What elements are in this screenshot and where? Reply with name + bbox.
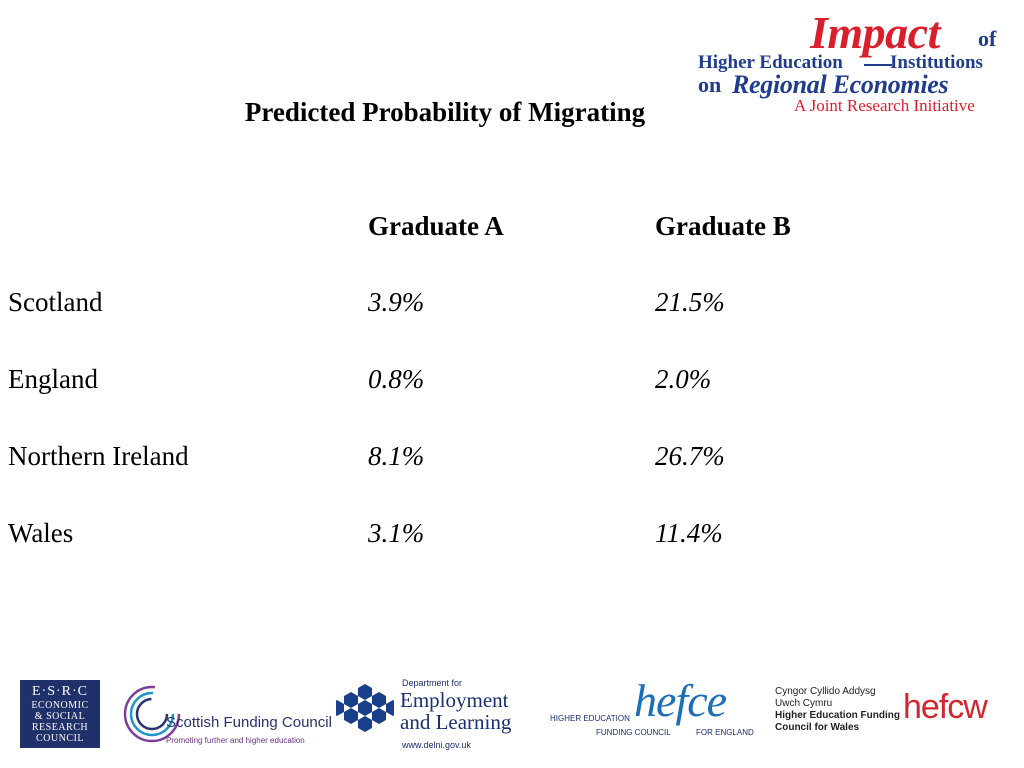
sfc-name: Scottish Funding Council xyxy=(166,714,332,731)
value-graduate-b: 26.7% xyxy=(655,441,725,471)
del-url: www.delni.gov.uk xyxy=(402,740,471,750)
impact-logo-tagline: A Joint Research Initiative xyxy=(794,96,975,115)
slide-title: Predicted Probability of Migrating xyxy=(244,97,646,127)
hefcw-line: Cyngor Cyllido Addysg xyxy=(775,686,876,697)
del-department: Department for xyxy=(402,678,463,688)
del-and-learning: and Learning xyxy=(400,710,512,734)
esrc-logo-line: RESEARCH xyxy=(31,722,89,733)
table-row: Northern Ireland 8.1% 26.7% xyxy=(0,441,1024,477)
employment-and-learning-logo: Department for Employment and Learning w… xyxy=(336,678,536,754)
hefce-wordmark: hefce xyxy=(634,675,727,726)
row-label: England xyxy=(8,364,98,394)
hefcw-line: Uwch Cymru xyxy=(775,698,833,709)
esrc-logo-line: COUNCIL xyxy=(36,733,84,744)
footer-logos: E·S·R·C ECONOMIC & SOCIAL RESEARCH COUNC… xyxy=(0,660,1024,760)
impact-logo-on: on xyxy=(698,72,722,97)
sfc-swirl-icon xyxy=(123,685,181,743)
impact-logo-of: of xyxy=(978,26,997,51)
del-employment: Employment xyxy=(400,688,509,712)
table-row: Scotland 3.9% 21.5% xyxy=(0,287,1024,323)
esrc-logo-line: E·S·R·C xyxy=(32,684,88,699)
column-header-graduate-b: Graduate B xyxy=(655,211,791,241)
scottish-funding-council-logo: Scottish Funding Council Promoting furth… xyxy=(122,678,332,748)
hexagon-cluster-icon xyxy=(336,684,394,732)
value-graduate-b: 11.4% xyxy=(655,518,723,548)
row-label: Northern Ireland xyxy=(8,441,189,471)
hefcw-wordmark: hefcw xyxy=(903,688,988,726)
esrc-logo-line: & SOCIAL xyxy=(34,711,86,722)
hefcw-line: Council for Wales xyxy=(775,722,860,733)
value-graduate-b: 2.0% xyxy=(655,364,712,394)
hefcw-logo: Cyngor Cyllido Addysg Uwch Cymru Higher … xyxy=(775,686,1015,746)
value-graduate-a: 3.9% xyxy=(368,287,425,317)
row-label: Wales xyxy=(8,518,74,548)
column-header-graduate-a: Graduate A xyxy=(368,211,504,241)
table-row: England 0.8% 2.0% xyxy=(0,364,1024,400)
row-label: Scotland xyxy=(8,287,103,317)
hefce-higher-education: HIGHER EDUCATION xyxy=(550,714,630,723)
table-row: Wales 3.1% 11.4% xyxy=(0,518,1024,554)
value-graduate-b: 21.5% xyxy=(655,287,725,317)
value-graduate-a: 8.1% xyxy=(368,441,425,471)
impact-logo-institutions: Institutions xyxy=(890,52,983,73)
impact-logo-word: Impact xyxy=(810,7,940,58)
hefce-for-england: FOR ENGLAND xyxy=(696,728,754,737)
hefce-logo: HIGHER EDUCATION hefce FUNDING COUNCIL F… xyxy=(550,675,754,750)
esrc-logo: E·S·R·C ECONOMIC & SOCIAL RESEARCH COUNC… xyxy=(20,680,100,748)
impact-logo-rule xyxy=(864,64,892,66)
value-graduate-a: 3.1% xyxy=(368,518,425,548)
hefce-funding-council: FUNDING COUNCIL xyxy=(596,728,671,737)
impact-logo: Impact of Higher Education Institutions … xyxy=(694,8,1010,118)
migration-table: Graduate A Graduate B Scotland 3.9% 21.5… xyxy=(0,211,1024,554)
value-graduate-a: 0.8% xyxy=(368,364,425,394)
esrc-logo-line: ECONOMIC xyxy=(31,700,89,711)
impact-logo-regional-economies: Regional Economies xyxy=(732,70,949,99)
hefcw-text: Cyngor Cyllido Addysg Uwch Cymru Higher … xyxy=(775,686,900,734)
hefcw-line: Higher Education Funding xyxy=(775,710,900,721)
impact-logo-higher-education: Higher Education xyxy=(698,52,843,73)
sfc-tagline: Promoting further and higher education xyxy=(166,736,305,745)
